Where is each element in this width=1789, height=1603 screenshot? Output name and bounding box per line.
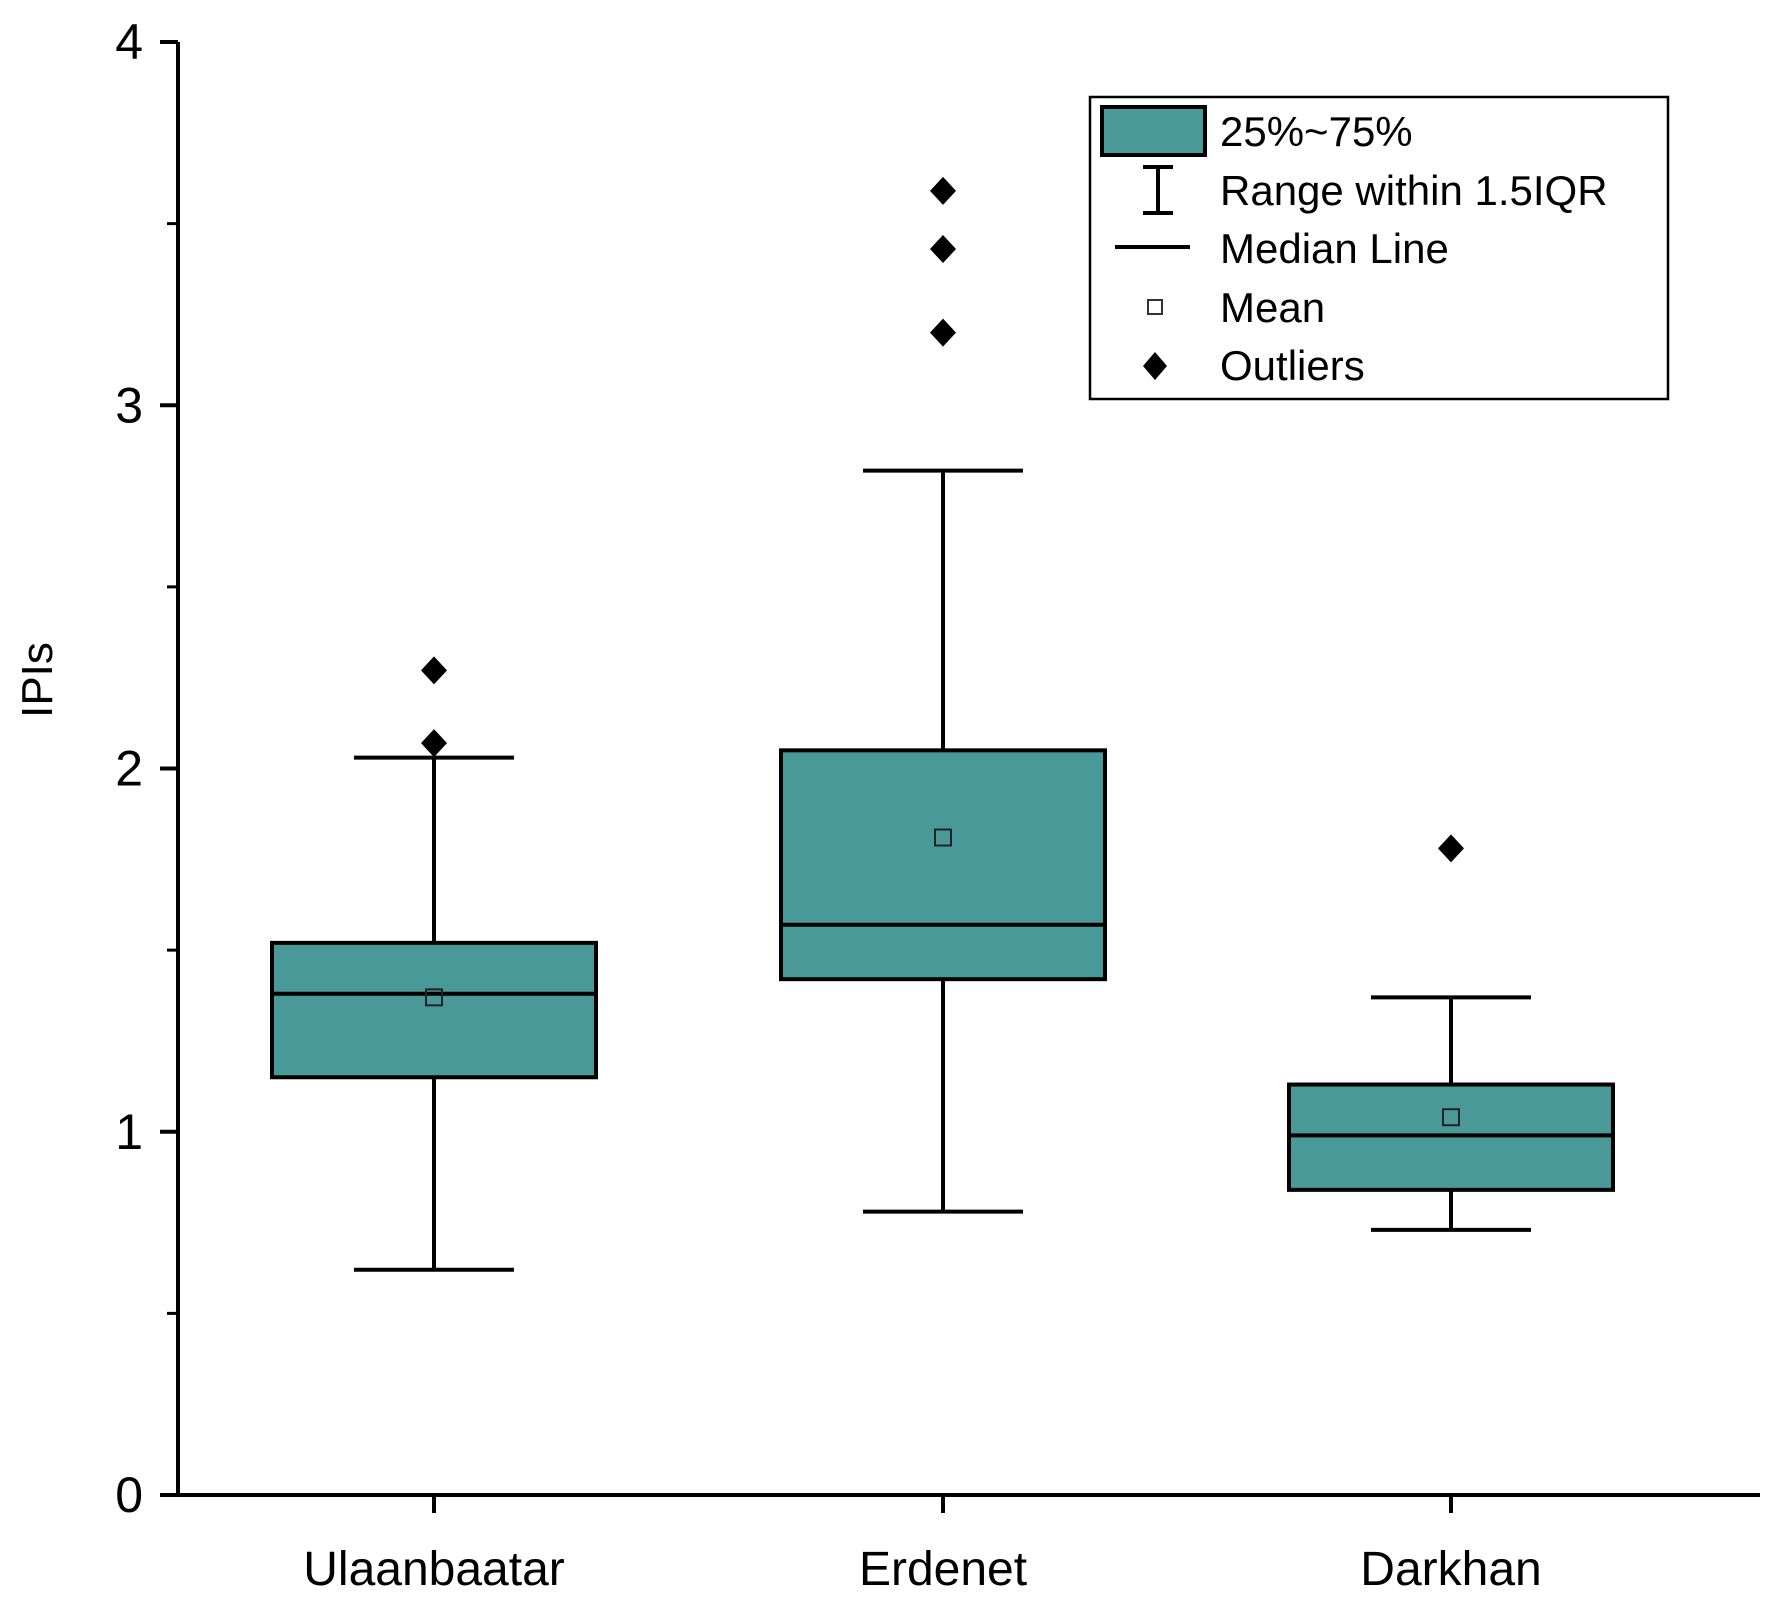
box-darkhan: [1287, 834, 1615, 1232]
mean-marker: [1442, 1108, 1460, 1127]
boxes: [270, 176, 1615, 1272]
outlier-point: [1438, 834, 1464, 863]
mean-marker: [425, 988, 443, 1007]
outlier-point: [930, 176, 956, 205]
outlier-point: [930, 318, 956, 347]
iqr-box: [779, 748, 1107, 982]
y-axis-title: IPIs: [13, 642, 62, 718]
outlier-point: [930, 235, 956, 264]
legend: 25%~75% Range within 1.5IQR Median Line …: [1088, 95, 1670, 401]
y-tick-label: 3: [115, 377, 143, 433]
iqr-box: [270, 940, 598, 1080]
box-ulaanbaatar: [270, 656, 598, 1272]
y-tick-label: 1: [115, 1104, 143, 1160]
legend-outlier-icon: [1143, 352, 1167, 380]
legend-label-range: Range within 1.5IQR: [1220, 167, 1608, 214]
axes: 0 1 2 3 4 Ulaanbaatar Erdenet Darkhan: [115, 14, 1760, 1596]
legend-label-mean: Mean: [1220, 284, 1325, 331]
box-erdenet: [779, 176, 1107, 1214]
outlier-point: [421, 729, 447, 758]
legend-label-median: Median Line: [1220, 225, 1449, 272]
legend-whisker-icon: [1143, 165, 1173, 215]
x-tick-label: Ulaanbaatar: [303, 1543, 565, 1596]
x-tick-label: Darkhan: [1360, 1543, 1541, 1596]
legend-label-outliers: Outliers: [1220, 342, 1365, 389]
y-tick-label: 0: [115, 1467, 143, 1523]
y-tick-label: 2: [115, 741, 143, 797]
x-tick-label: Erdenet: [859, 1543, 1027, 1596]
legend-box-swatch: [1100, 105, 1207, 157]
legend-mean-icon: [1147, 299, 1163, 315]
legend-label-box: 25%~75%: [1220, 108, 1413, 155]
y-tick-label: 4: [115, 14, 143, 70]
outlier-point: [421, 656, 447, 685]
mean-marker: [934, 828, 952, 847]
